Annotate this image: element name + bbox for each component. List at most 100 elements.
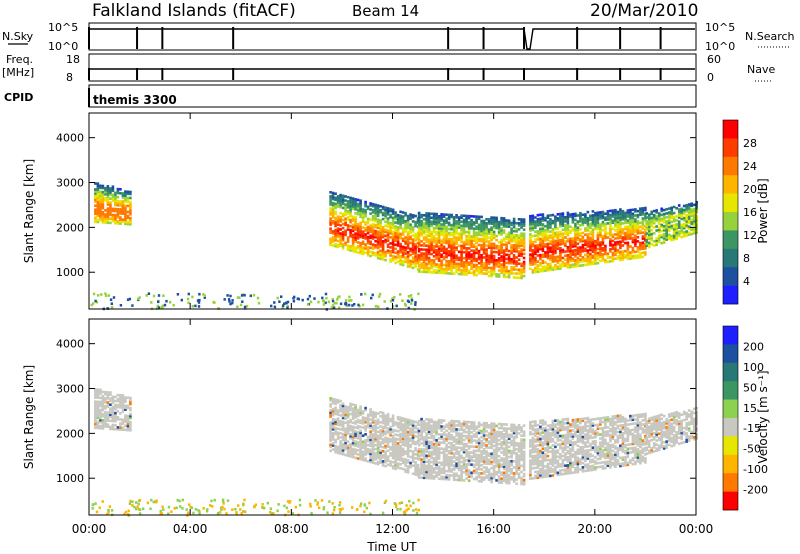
data-cell: [631, 214, 635, 218]
data-cell: [596, 233, 600, 237]
data-cell: [359, 455, 362, 459]
data-cell: [594, 252, 597, 255]
data-cell: [379, 233, 382, 236]
data-cell: [480, 441, 483, 445]
data-cell: [450, 429, 453, 433]
data-cell: [339, 232, 342, 235]
data-cell: [109, 211, 112, 215]
data-cell: [366, 419, 370, 423]
data-cell: [437, 447, 441, 450]
data-cell: [401, 229, 405, 232]
data-cell: [417, 237, 421, 241]
data-cell: [430, 473, 433, 476]
data-cell: [401, 461, 405, 465]
data-cell: [495, 218, 498, 222]
data-cell: [631, 228, 635, 232]
data-cell: [485, 232, 488, 235]
data-cell: [344, 443, 347, 447]
data-cell: [391, 440, 395, 444]
data-cell: [369, 444, 372, 448]
data-cell: [401, 443, 405, 447]
data-cell: [490, 274, 493, 278]
data-cell: [422, 260, 426, 263]
data-cell: [341, 206, 345, 210]
data-cell: [406, 232, 410, 236]
data-cell: [559, 259, 562, 262]
data-cell: [609, 223, 612, 227]
data-cell: [111, 213, 115, 217]
data-cell: [559, 251, 562, 254]
data-cell: [467, 224, 471, 228]
data-cell: [147, 292, 151, 295]
data-cell: [505, 269, 508, 273]
data-cell: [586, 210, 590, 214]
data-cell: [487, 262, 491, 266]
data-cell: [427, 228, 431, 232]
data-cell: [124, 400, 127, 403]
data-cell: [546, 246, 550, 250]
data-cell: [467, 430, 471, 434]
data-cell: [256, 296, 260, 300]
data-cell: [236, 305, 239, 308]
data-cell: [401, 247, 405, 251]
data-cell: [452, 262, 456, 265]
data-cell: [460, 476, 463, 480]
data-cell: [334, 212, 337, 216]
data-cell: [344, 447, 347, 451]
data-cell: [356, 426, 360, 430]
data-cell: [652, 240, 656, 243]
data-cell: [515, 268, 518, 271]
data-cell: [452, 474, 456, 477]
data-cell: [359, 245, 362, 249]
data-cell: [329, 211, 332, 214]
data-cell: [94, 396, 97, 399]
data-cell: [450, 262, 453, 265]
data-cell: [361, 230, 365, 233]
data-cell: [381, 227, 385, 231]
data-cell: [534, 252, 537, 256]
data-cell: [129, 218, 132, 222]
data-cell: [472, 445, 476, 448]
data-cell: [647, 223, 651, 227]
data-cell: [376, 226, 380, 230]
data-cell: [447, 237, 451, 241]
data-cell: [109, 399, 112, 402]
data-cell: [374, 223, 377, 227]
data-cell: [399, 232, 402, 236]
data-cell: [404, 248, 407, 251]
data-cell: [639, 243, 642, 247]
data-cell: [589, 258, 592, 262]
data-cell: [492, 260, 496, 264]
data-cell: [346, 204, 350, 207]
data-cell: [379, 451, 382, 454]
data-cell: [381, 217, 385, 221]
data-cell: [344, 213, 347, 216]
data-cell: [472, 229, 476, 232]
data-cell: [626, 209, 630, 212]
data-cell: [477, 447, 481, 451]
data-cell: [369, 456, 372, 460]
data-cell: [531, 261, 535, 264]
data-cell: [427, 464, 431, 468]
data-cell: [94, 422, 97, 426]
data-cell: [470, 257, 473, 260]
data-cell: [430, 470, 433, 474]
data-cell: [561, 262, 565, 266]
data-cell: [435, 445, 438, 448]
data-cell: [341, 420, 345, 424]
data-cell: [457, 466, 461, 470]
data-cell: [101, 398, 105, 402]
data-cell: [487, 266, 491, 270]
data-cell: [457, 458, 461, 462]
data-cell: [344, 437, 347, 441]
data-cell: [480, 464, 483, 467]
data-cell: [427, 258, 431, 262]
data-cell: [457, 268, 461, 272]
data-cell: [379, 415, 382, 418]
data-cell: [101, 425, 105, 428]
data-cell: [329, 431, 332, 434]
data-cell: [517, 240, 521, 243]
data-cell: [644, 243, 647, 246]
data-cell: [475, 427, 478, 430]
data-cell: [391, 438, 395, 442]
